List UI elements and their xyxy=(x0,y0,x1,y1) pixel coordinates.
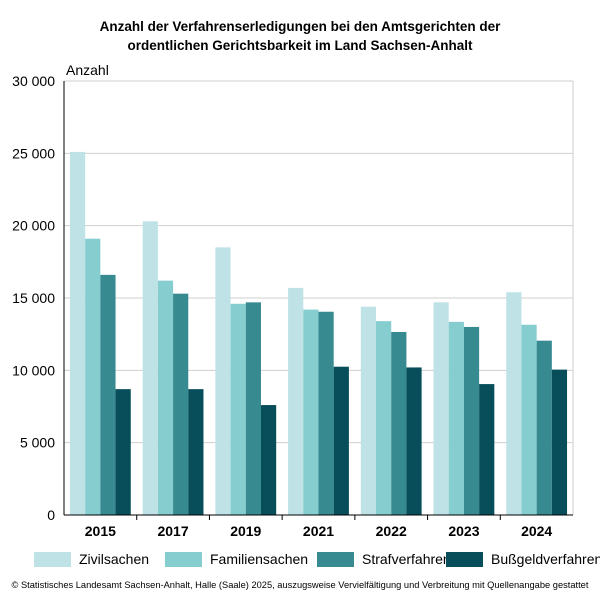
legend-label: Bußgeldverfahren xyxy=(491,551,600,567)
bar-strafverfahren-2017 xyxy=(173,293,189,515)
bar-zivilsachen-2022 xyxy=(360,306,377,515)
y-tick-label: 0 xyxy=(47,507,55,523)
x-tick-label: 2015 xyxy=(85,523,116,539)
bar-bußgeldverfahren-2019 xyxy=(260,405,277,515)
legend-swatch xyxy=(34,551,71,567)
bar-strafverfahren-2019 xyxy=(245,302,261,515)
bar-familiensachen-2021 xyxy=(303,309,319,515)
legend-swatch xyxy=(446,551,483,567)
bar-zivilsachen-2023 xyxy=(433,302,449,515)
bar-strafverfahren-2023 xyxy=(463,326,480,515)
legend-label: Zivilsachen xyxy=(79,551,150,567)
chart-title: Anzahl der Verfahrenserledigungen bei de… xyxy=(0,17,600,55)
bar-bußgeldverfahren-2015 xyxy=(115,389,131,515)
bar-familiensachen-2017 xyxy=(157,280,174,515)
bar-bußgeldverfahren-2017 xyxy=(188,389,204,515)
legend-swatch xyxy=(317,551,354,567)
legend-swatch xyxy=(165,551,202,567)
bar-strafverfahren-2022 xyxy=(391,331,407,515)
chart-title-line-2: ordentlichen Gerichtsbarkeit im Land Sac… xyxy=(127,38,473,53)
y-tick-label: 10 000 xyxy=(12,362,55,378)
y-tick-label: 30 000 xyxy=(12,73,55,89)
bar-familiensachen-2023 xyxy=(448,321,464,515)
bar-bußgeldverfahren-2022 xyxy=(406,367,422,515)
legend: Zivilsachen Familiensachen Strafverfahren B… xyxy=(34,548,600,570)
bar-strafverfahren-2021 xyxy=(318,311,334,515)
legend-label: Familiensachen xyxy=(210,551,309,567)
x-tick-label: 2022 xyxy=(376,523,407,539)
y-tick-label: 15 000 xyxy=(12,290,55,306)
legend-item: Familiensachen xyxy=(165,548,308,570)
bar-bußgeldverfahren-2024 xyxy=(551,369,568,515)
axes: 0 5 000 10 000 15 000 20 000 25 000 30 000 2015… xyxy=(12,73,573,539)
x-tick-label: 2023 xyxy=(448,523,479,539)
bar-familiensachen-2019 xyxy=(230,303,246,515)
bar-zivilsachen-2017 xyxy=(142,221,158,515)
bars xyxy=(69,151,568,516)
bar-zivilsachen-2021 xyxy=(288,287,304,515)
y-tick-label: 5 000 xyxy=(20,435,55,451)
bar-strafverfahren-2024 xyxy=(536,340,552,515)
legend-item: Zivilsachen xyxy=(34,548,149,570)
bar-familiensachen-2022 xyxy=(376,321,392,515)
bar-bußgeldverfahren-2021 xyxy=(333,366,349,515)
y-tick-label: 25 000 xyxy=(12,145,55,161)
y-tick-label: 20 000 xyxy=(12,218,55,234)
x-tick-label: 2021 xyxy=(303,523,334,539)
bar-bußgeldverfahren-2023 xyxy=(479,384,495,515)
bar-zivilsachen-2015 xyxy=(69,151,86,516)
bar-familiensachen-2024 xyxy=(521,324,537,515)
y-axis-label: Anzahl xyxy=(66,62,109,78)
x-tick-label: 2024 xyxy=(521,523,552,539)
bar-zivilsachen-2024 xyxy=(506,292,522,515)
bar-zivilsachen-2019 xyxy=(215,247,231,515)
bar-familiensachen-2015 xyxy=(85,238,101,516)
legend-item: Strafverfahren xyxy=(317,548,451,570)
x-tick-label: 2017 xyxy=(157,523,188,539)
legend-label: Strafverfahren xyxy=(362,551,451,567)
copyright-notice: © Statistisches Landesamt Sachsen-Anhalt… xyxy=(11,580,589,590)
bar-strafverfahren-2015 xyxy=(100,274,116,515)
chart-title-line-1: Anzahl der Verfahrenserledigungen bei de… xyxy=(99,19,501,34)
legend-item: Bußgeldverfahren xyxy=(446,548,600,570)
x-tick-label: 2019 xyxy=(230,523,261,539)
